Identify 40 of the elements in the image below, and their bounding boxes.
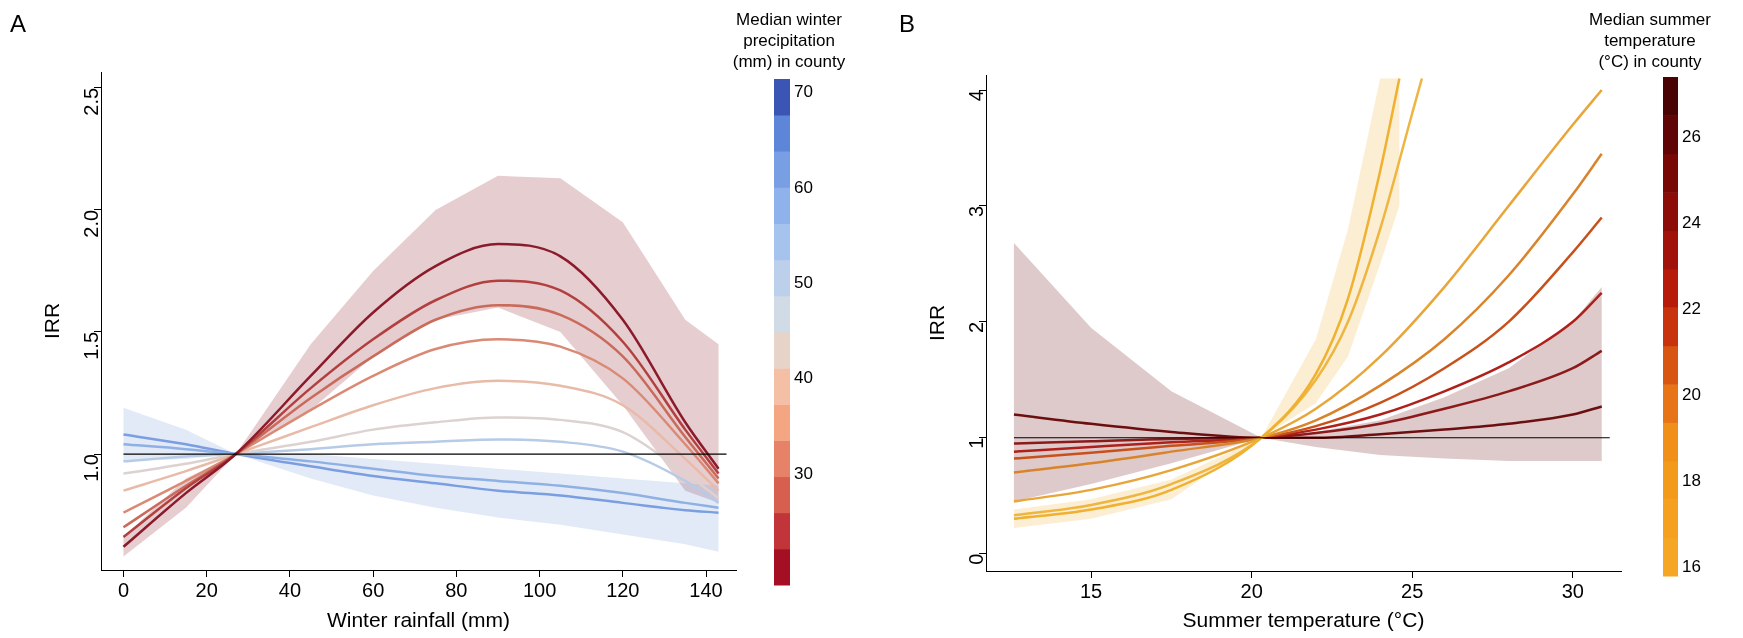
y-tick-label: 2 — [964, 321, 987, 333]
color-bar-label: 50 — [794, 273, 813, 292]
color-bar-label: 18 — [1682, 471, 1701, 491]
color-bar-label: 40 — [794, 368, 813, 388]
x-axis-title: Summer temperature (°C) — [1182, 608, 1425, 632]
color-bar-label: 24 — [1682, 212, 1701, 232]
y-axis-title: IRR — [40, 302, 64, 340]
color-bar-label: 20 — [1682, 385, 1701, 405]
x-tick-label: 25 — [1401, 579, 1424, 602]
x-tick-label: 0 — [117, 578, 130, 601]
y-tick-label: 3 — [964, 205, 987, 218]
y-tick-label: 2.5 — [79, 87, 102, 116]
color-bar-label: 22 — [1682, 298, 1701, 318]
color-bar-label: 70 — [794, 82, 813, 102]
color-bar-label: 60 — [794, 177, 813, 197]
color-bar-label: 16 — [1682, 557, 1701, 577]
y-axis-title: IRR — [925, 304, 949, 342]
y-tick-label: 1.0 — [79, 454, 102, 482]
x-tick-label: 20 — [195, 578, 218, 601]
color-bar-title: Median summer temperature (°C) in county — [1589, 9, 1712, 71]
chart-title: A — [10, 10, 27, 37]
color-bar-label: 26 — [1682, 126, 1701, 146]
y-tick-label: 1.5 — [79, 331, 102, 360]
x-tick-label: 15 — [1079, 579, 1103, 602]
x-tick-label: 140 — [689, 578, 723, 601]
y-tick-label: 1 — [964, 437, 987, 449]
y-tick-label: 0 — [964, 553, 987, 565]
x-tick-label: 20 — [1240, 579, 1263, 602]
chart-title: B — [899, 10, 916, 37]
x-axis-title: Winter rainfall (mm) — [326, 608, 511, 632]
x-tick-label: 120 — [606, 578, 640, 601]
x-tick-label: 40 — [278, 578, 302, 601]
color-bar-title: Median winter precipitation (mm) in county — [732, 9, 846, 71]
y-tick-label: 2.0 — [79, 209, 102, 238]
x-tick-label: 80 — [445, 578, 468, 601]
color-bar-label: 30 — [794, 463, 813, 483]
x-tick-label: 30 — [1561, 579, 1584, 602]
x-tick-label: 60 — [362, 578, 385, 601]
x-tick-label: 100 — [522, 578, 557, 601]
y-tick-label: 4 — [964, 90, 987, 102]
